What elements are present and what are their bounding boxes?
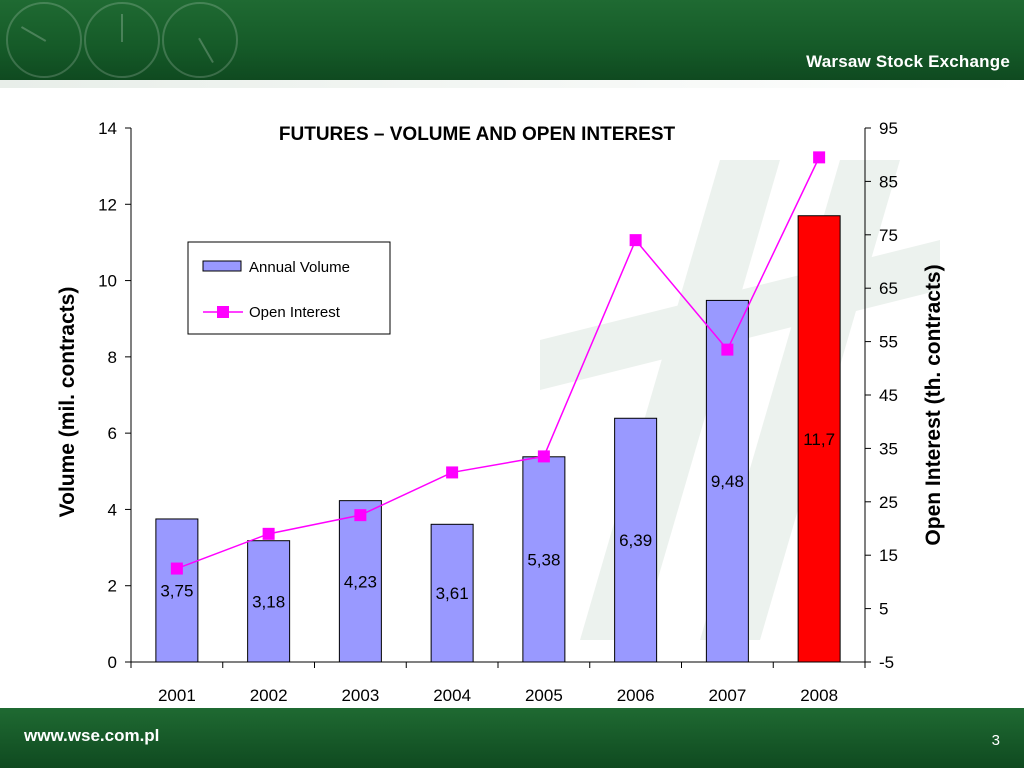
y2-tick-label: 25 xyxy=(879,493,898,512)
legend-swatch-volume xyxy=(202,260,242,272)
x-tick-label: 2001 xyxy=(158,686,196,705)
y-tick-label: 8 xyxy=(108,348,117,367)
x-tick-label: 2004 xyxy=(433,686,471,705)
volume-data-label: 3,18 xyxy=(252,592,285,611)
y-tick-label: 10 xyxy=(98,272,117,291)
open-interest-point xyxy=(813,151,826,164)
header-divider xyxy=(0,80,1024,88)
footer-banner: www.wse.com.pl 3 xyxy=(0,708,1024,768)
y2-tick-label: 5 xyxy=(879,600,888,619)
open-interest-point xyxy=(721,343,734,356)
y2-tick-label: 65 xyxy=(879,279,898,298)
y2-tick-label: -5 xyxy=(879,653,894,672)
x-tick-label: 2008 xyxy=(800,686,838,705)
y-axis-title: Volume (mil. contracts) xyxy=(56,287,79,518)
legend-label-open-interest: Open Interest xyxy=(249,304,341,321)
x-tick-label: 2006 xyxy=(617,686,655,705)
legend-box xyxy=(187,241,391,335)
y2-tick-label: 75 xyxy=(879,226,898,245)
volume-bar xyxy=(705,299,749,663)
volume-bar xyxy=(522,456,566,663)
legend-marker-open-interest xyxy=(217,306,229,318)
open-interest-point xyxy=(537,450,550,463)
open-interest-point xyxy=(262,527,275,540)
legend: Annual Volume Open Interest xyxy=(187,241,391,335)
brand-name: Warsaw Stock Exchange xyxy=(806,52,1010,71)
open-interest-point xyxy=(354,509,367,522)
page-number: 3 xyxy=(991,732,1000,749)
open-interest-point xyxy=(170,562,183,575)
open-interest-line xyxy=(176,157,820,570)
y2-axis-title: Open Interest (th. contracts) xyxy=(922,264,945,545)
volume-bar xyxy=(430,523,474,663)
y-tick-label: 4 xyxy=(108,500,117,519)
open-interest-point xyxy=(629,234,642,247)
volume-data-label: 11,7 xyxy=(803,430,835,449)
y-tick-label: 14 xyxy=(98,119,117,138)
bars-layer xyxy=(155,215,841,663)
y-tick-label: 12 xyxy=(98,195,117,214)
volume-bar xyxy=(155,518,199,663)
volume-bar xyxy=(338,500,382,663)
volume-data-label: 3,61 xyxy=(436,584,469,603)
header-banner: Warsaw Stock Exchange xyxy=(0,0,1024,80)
futures-chart: 0 2 4 6 8 10 12 14 -5 5 15 25 35 45 55 65 75 85 95 2001 2002… xyxy=(56,119,945,705)
open-interest-point xyxy=(446,466,459,479)
footer-url: www.wse.com.pl xyxy=(24,726,160,745)
line-layer xyxy=(170,151,826,575)
x-tick-label: 2007 xyxy=(708,686,746,705)
y2-tick-label: 85 xyxy=(879,172,898,191)
y2-tick-label: 35 xyxy=(879,439,898,458)
x-tick-label: 2005 xyxy=(525,686,563,705)
y-tick-label: 2 xyxy=(108,577,117,596)
y2-tick-label: 95 xyxy=(879,119,898,138)
volume-bar xyxy=(614,417,658,663)
axes-layer: 0 2 4 6 8 10 12 14 -5 5 15 25 35 45 55 65 75 85 95 2001 2002… xyxy=(98,119,898,705)
volume-data-label: 4,23 xyxy=(344,572,377,591)
y2-tick-label: 55 xyxy=(879,333,898,352)
x-tick-label: 2003 xyxy=(341,686,379,705)
chart-title: FUTURES – VOLUME AND OPEN INTEREST xyxy=(279,124,676,145)
labels-layer: 3,75 3,18 4,23 3,61 5,38 6,39 9,48 11,7 xyxy=(160,430,835,611)
volume-data-label: 6,39 xyxy=(619,531,652,550)
volume-data-label: 5,38 xyxy=(527,550,560,569)
clock-graphic xyxy=(84,2,160,78)
volume-bar xyxy=(247,540,291,663)
y2-tick-label: 15 xyxy=(879,546,898,565)
volume-data-label: 9,48 xyxy=(711,472,744,491)
volume-bar xyxy=(797,215,841,663)
legend-label-volume: Annual Volume xyxy=(249,259,350,276)
y-tick-label: 0 xyxy=(108,653,117,672)
clock-graphic xyxy=(6,2,82,78)
volume-data-label: 3,75 xyxy=(160,581,193,600)
clock-graphic xyxy=(162,2,238,78)
y2-tick-label: 45 xyxy=(879,386,898,405)
y-tick-label: 6 xyxy=(108,424,117,443)
x-tick-label: 2002 xyxy=(250,686,288,705)
